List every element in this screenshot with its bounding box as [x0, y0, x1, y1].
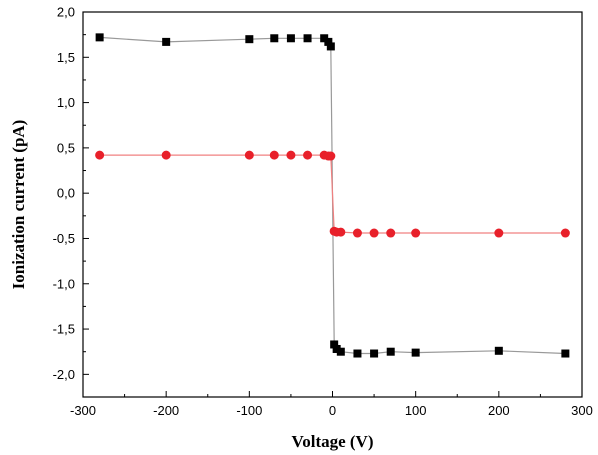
x-tick-label: -100 [236, 403, 262, 418]
series-1-point [561, 349, 570, 358]
series-2-point [336, 227, 346, 237]
series-1-point [386, 347, 395, 356]
y-tick-label: -1,0 [53, 276, 75, 291]
series-2-point [369, 228, 379, 238]
series-1-point [326, 42, 335, 51]
series-2-point [411, 228, 421, 238]
x-tick-label: 100 [405, 403, 427, 418]
y-tick-label: 0,0 [57, 186, 75, 201]
series-1-point [303, 34, 312, 43]
lines-layer [99, 36, 566, 355]
x-axis-title: Voltage (V) [292, 432, 374, 451]
series-1-point [270, 34, 279, 43]
series-1-point [411, 348, 420, 357]
series-2-point [352, 228, 362, 238]
y-axis-title: Ionization current (pA) [9, 120, 28, 290]
marks-layer [95, 33, 570, 358]
ticks-layer: -300 -200 -100 0 100 200 300 2,0 1,5 1,0 0,5 0,0 -0,… [53, 5, 593, 419]
x-tick-label: 200 [488, 403, 510, 418]
series-2-point [303, 150, 313, 160]
series-1-point [336, 347, 345, 356]
y-tick-label: 2,0 [57, 5, 75, 20]
series-2-point [269, 150, 279, 160]
series-2-point [494, 228, 504, 238]
series-2-point [161, 150, 171, 160]
series-1-point [245, 35, 254, 44]
series-2-point [386, 228, 396, 238]
y-tick-label: -1,5 [53, 322, 75, 337]
series-1-point [286, 34, 295, 43]
series-1-point [320, 34, 329, 43]
series-2-point [326, 151, 336, 161]
x-tick-label: 300 [571, 403, 593, 418]
x-tick-label: 0 [329, 403, 336, 418]
series-1-point [330, 340, 339, 349]
series-1-point [370, 349, 379, 358]
y-tick-label: -2,0 [53, 367, 75, 382]
series-2-point [560, 228, 570, 238]
y-tick-label: 1,0 [57, 95, 75, 110]
series-1-point [324, 37, 333, 46]
series-2-point [95, 150, 105, 160]
x-tick-label: -200 [153, 403, 179, 418]
series-1-point [332, 344, 341, 353]
y-tick-label: 1,5 [57, 50, 75, 65]
series-2-point [286, 150, 296, 160]
y-tick-label: 0,5 [57, 140, 75, 155]
series-1-point [162, 37, 171, 46]
x-tick-label: -300 [70, 403, 96, 418]
series-2-point [244, 150, 254, 160]
y-tick-label: -0,5 [53, 231, 75, 246]
series-1-point [95, 33, 104, 42]
series-1-point [353, 349, 362, 358]
series-1-point [494, 346, 503, 355]
